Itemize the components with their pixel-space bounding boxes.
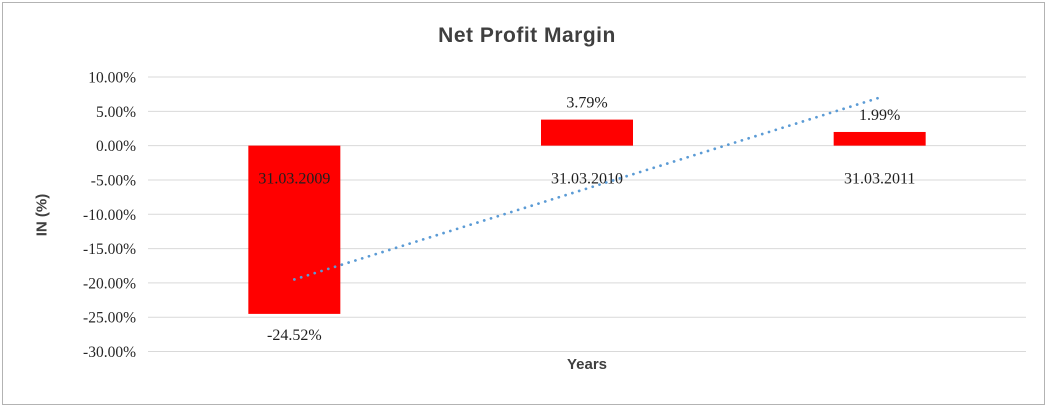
data-label: 1.99%: [859, 107, 900, 124]
bar-31.03.2009: [248, 145, 341, 314]
y-tick-label: -5.00%: [91, 172, 136, 189]
category-label: 31.03.2011: [844, 171, 915, 188]
y-tick-label: -25.00%: [83, 310, 136, 327]
category-label: 31.03.2009: [258, 171, 330, 188]
y-tick-label: 0.00%: [96, 138, 136, 155]
trendline: [292, 96, 882, 281]
data-label: -24.52%: [267, 327, 322, 344]
y-tick-label: -20.00%: [83, 275, 136, 292]
x-axis-title: Years: [566, 356, 608, 373]
y-tick-label: 5.00%: [96, 104, 136, 121]
chart-title: Net Profit Margin: [438, 24, 616, 47]
y-tick-label: -30.00%: [83, 344, 136, 361]
y-tick-label: -10.00%: [83, 207, 136, 224]
data-label: 3.79%: [566, 95, 607, 112]
category-label: 31.03.2010: [551, 171, 623, 188]
y-tick-label: -15.00%: [83, 241, 136, 258]
bar-31.03.2010: [541, 119, 633, 146]
bar-31.03.2011: [833, 131, 926, 146]
y-tick-label: 10.00%: [88, 70, 136, 87]
